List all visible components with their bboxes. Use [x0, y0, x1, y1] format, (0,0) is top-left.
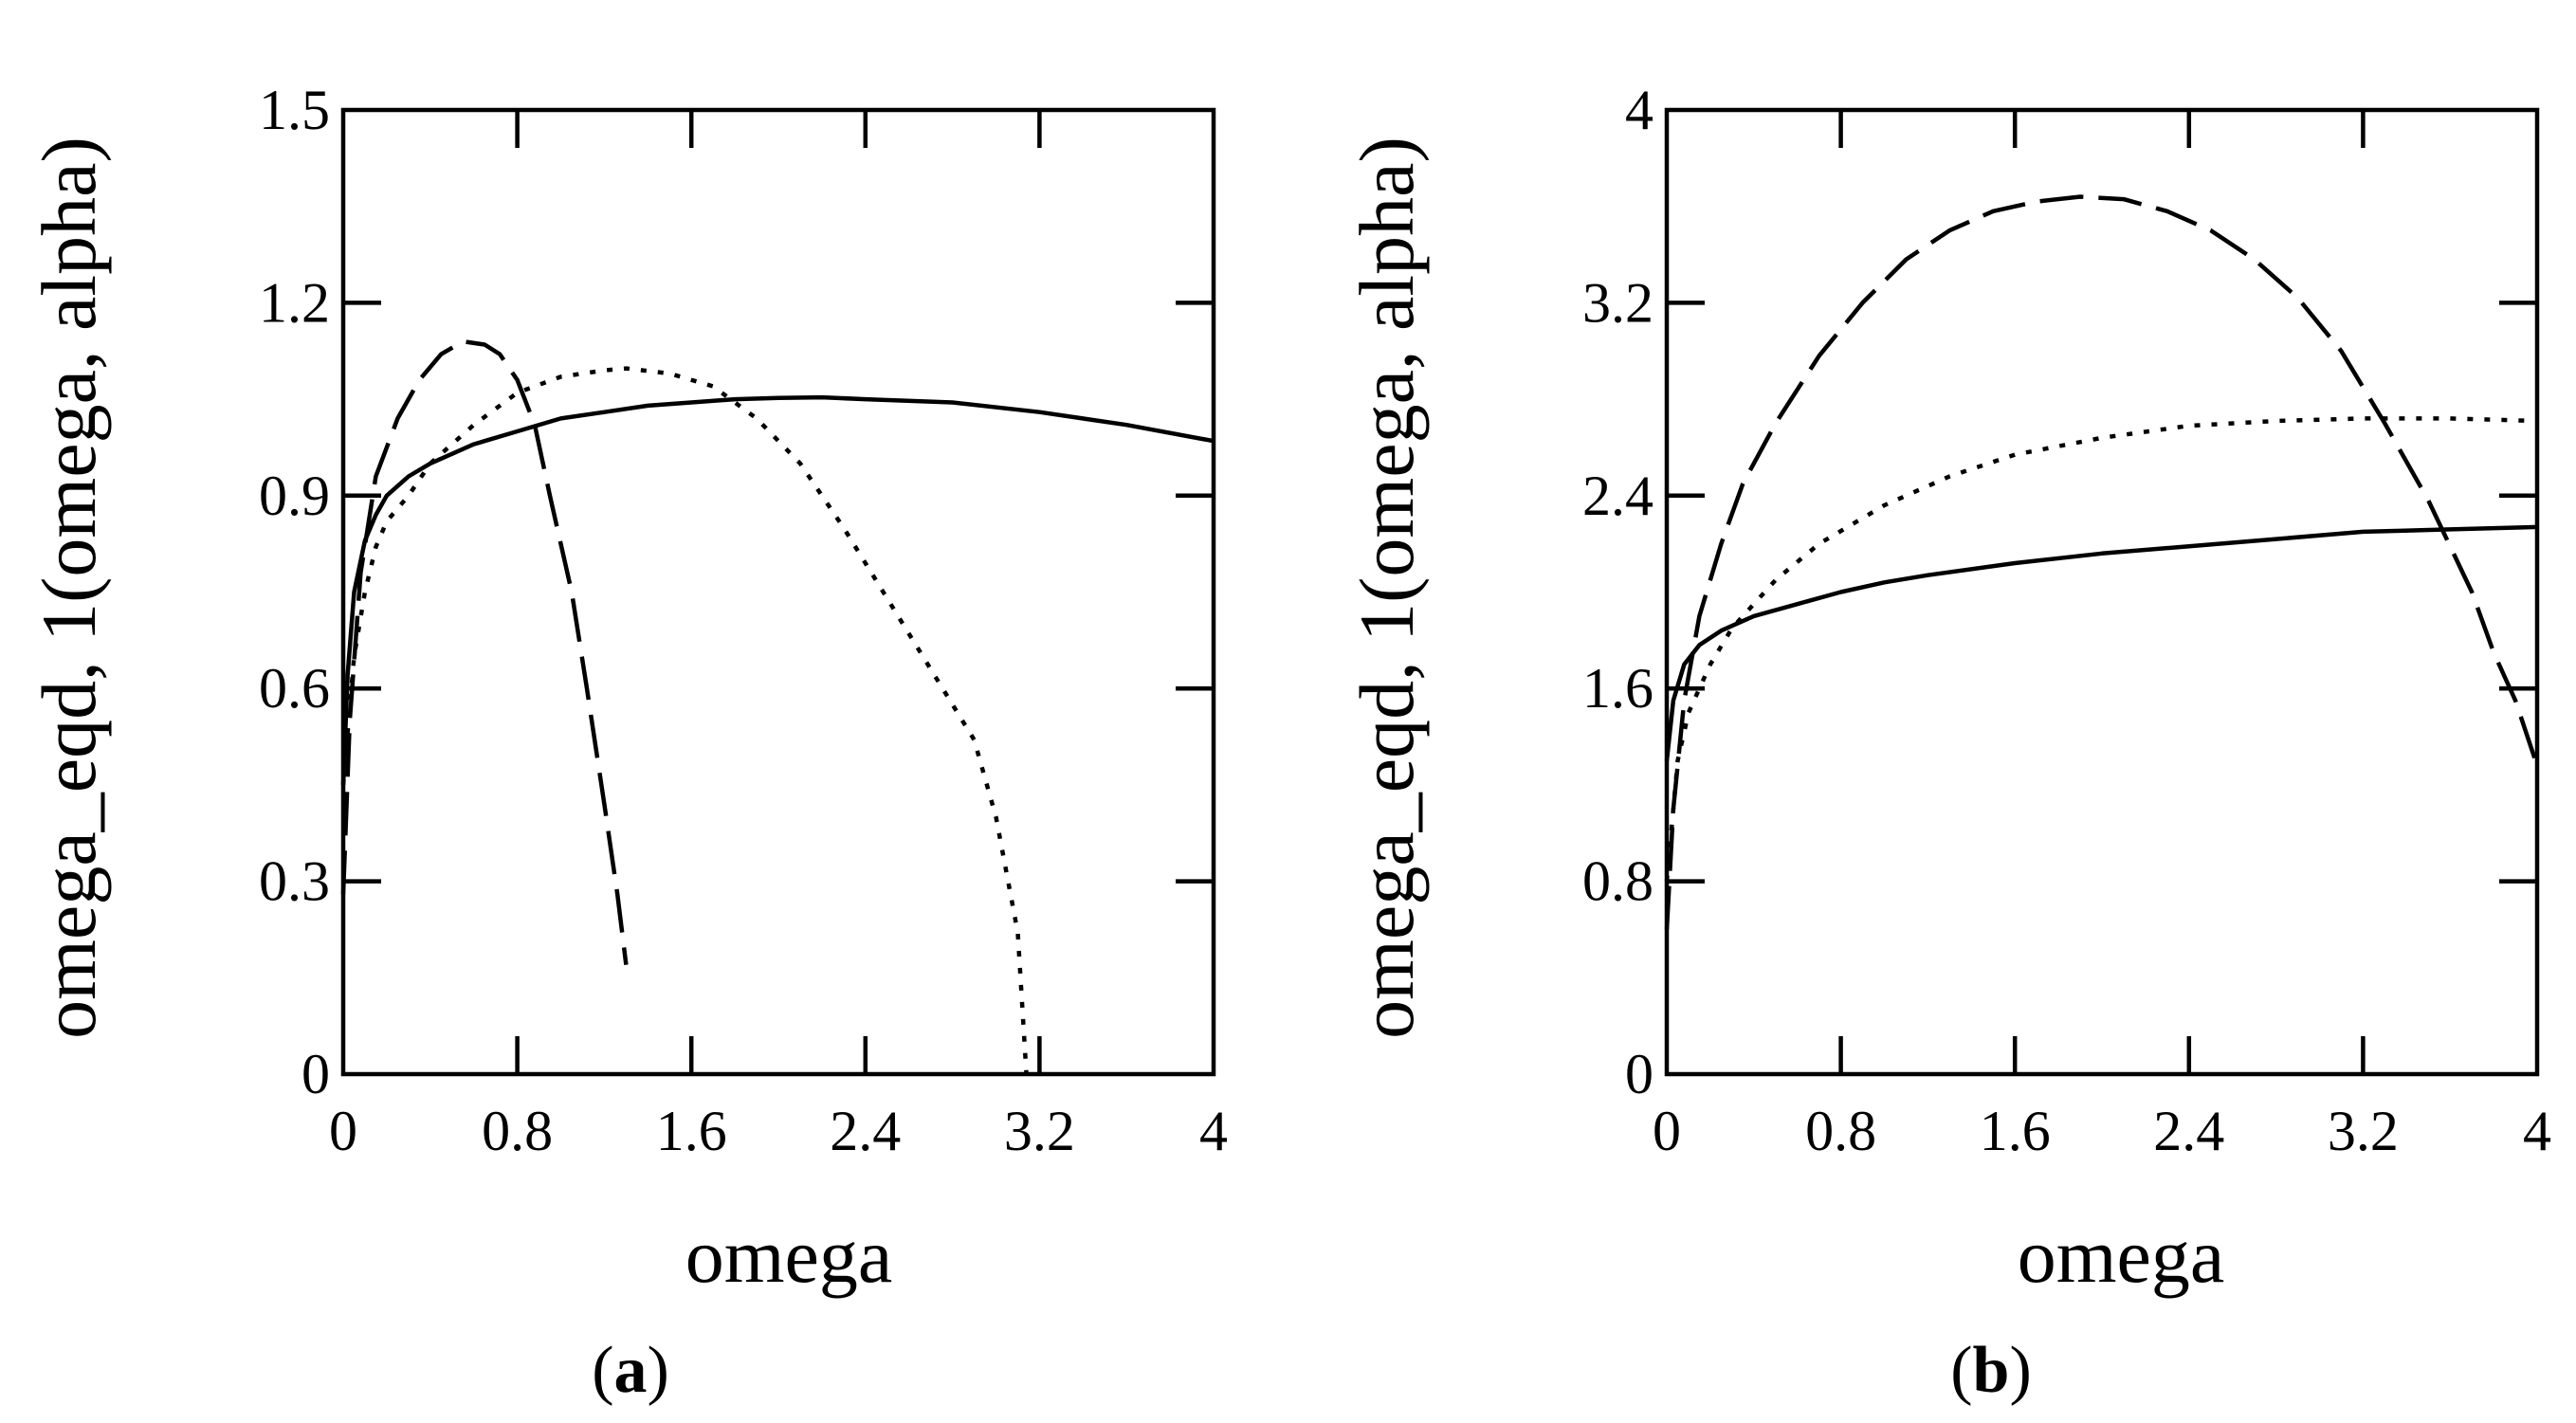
series-group-b — [1664, 194, 2540, 930]
series-line-solid — [340, 394, 1215, 785]
x-tick-label: 4 — [1199, 1100, 1228, 1162]
x-tick-label: 0.8 — [1805, 1100, 1876, 1162]
y-tick-label: 0.8 — [1582, 850, 1653, 913]
panel-caption-close-a: ) — [648, 1334, 669, 1407]
y-tick-label: 0 — [301, 1043, 330, 1105]
plot-frame-a — [340, 107, 1216, 1077]
y-tick-label: 4 — [1625, 79, 1653, 141]
y-axis-title-a: omega_eqd, 1(omega, alpha) — [26, 137, 112, 1039]
x-tick-label: 2.4 — [830, 1100, 901, 1162]
panel-caption-close-b: ) — [2009, 1334, 2031, 1407]
y-tick-label: 0.3 — [259, 850, 330, 913]
x-axis-title-a: omega — [685, 1213, 893, 1299]
series-line-dashed — [340, 338, 629, 965]
y-tick-label: 0 — [1625, 1043, 1653, 1105]
chart-panel-b: 0 0.8 1.6 2.4 3.2 4 0 0.8 1.6 2.4 3.2 4 omega omeg… — [1343, 79, 2551, 1407]
series-line-dotted — [1664, 416, 2538, 882]
panel-caption-open-b: ( — [1950, 1334, 1972, 1407]
y-tick-group-a: 0 0.3 0.6 0.9 1.2 1.5 — [259, 79, 1214, 1105]
x-tick-group-a: 0 0.8 1.6 2.4 3.2 4 — [329, 110, 1228, 1162]
x-tick-label: 1.6 — [656, 1100, 727, 1162]
series-line-dotted — [340, 366, 1029, 1075]
y-tick-label: 3.2 — [1582, 271, 1653, 334]
y-tick-label: 1.2 — [259, 271, 330, 334]
x-tick-label: 0.8 — [482, 1100, 553, 1162]
x-axis-title-b: omega — [2018, 1213, 2225, 1299]
x-tick-label: 0 — [329, 1100, 357, 1162]
x-tick-label: 3.2 — [1004, 1100, 1075, 1162]
series-line-solid — [1664, 524, 2538, 761]
y-tick-label: 1.6 — [1582, 657, 1653, 720]
y-tick-group-b: 0 0.8 1.6 2.4 3.2 4 — [1582, 79, 2537, 1105]
y-tick-label: 2.4 — [1582, 465, 1653, 527]
x-tick-label: 0 — [1653, 1100, 1681, 1162]
panel-caption-open-a: ( — [592, 1334, 613, 1407]
x-tick-label: 3.2 — [2328, 1100, 2399, 1162]
panel-caption-letter-a: a — [614, 1334, 648, 1407]
y-tick-label: 0.6 — [259, 657, 330, 720]
chart-panel-a: 0 0.3 0.6 0.9 1.2 1.5 0 0.8 1.6 2.4 3.2 4 omega om… — [26, 79, 1228, 1407]
y-tick-label: 0.9 — [259, 465, 330, 527]
plot-frame-b — [1664, 107, 2540, 1077]
x-tick-label: 2.4 — [2153, 1100, 2224, 1162]
y-axis-title-b: omega_eqd, 1(omega, alpha) — [1343, 137, 1430, 1039]
x-tick-label: 1.6 — [1980, 1100, 2051, 1162]
panel-caption-a: (a) — [592, 1334, 669, 1407]
panel-caption-letter-b: b — [1973, 1334, 2010, 1407]
series-group-a — [340, 338, 1215, 1075]
y-tick-label: 1.5 — [259, 79, 330, 141]
series-line-dashed — [1664, 194, 2540, 930]
x-tick-label: 4 — [2523, 1100, 2551, 1162]
x-tick-group-b: 0 0.8 1.6 2.4 3.2 4 — [1653, 110, 2551, 1162]
panel-caption-b: (b) — [1950, 1334, 2032, 1407]
